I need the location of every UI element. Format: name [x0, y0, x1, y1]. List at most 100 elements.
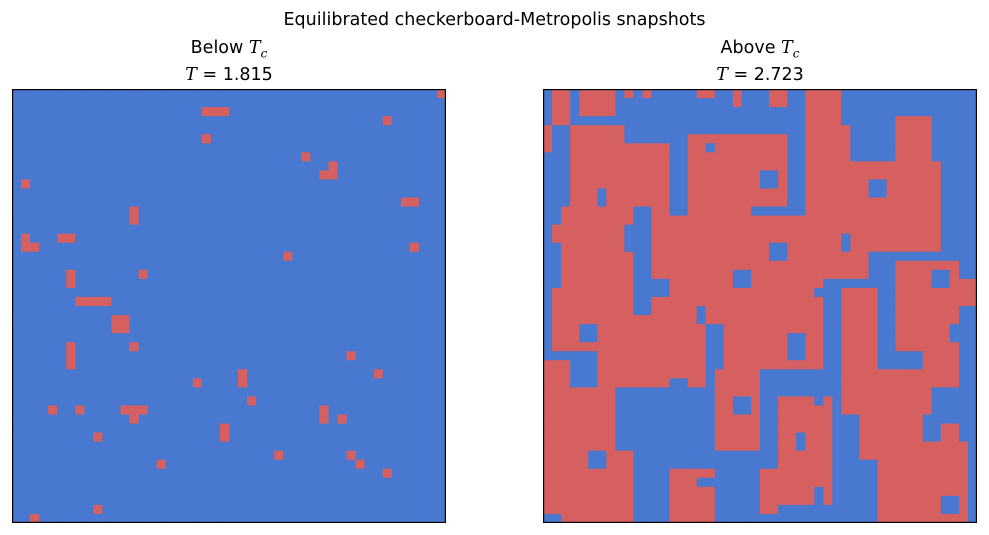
- below-tc-spin-down-cell: [373, 188, 384, 198]
- above-tc-spin-up-cell: [750, 170, 761, 180]
- above-tc-spin-down-cell: [796, 342, 806, 352]
- below-tc-spin-down-cell: [274, 215, 284, 225]
- below-tc-spin-down-cell: [346, 495, 356, 506]
- above-tc-spin-down-cell: [597, 459, 607, 470]
- above-tc-spin-up-cell: [832, 206, 842, 216]
- above-tc-spin-down-cell: [760, 179, 770, 189]
- above-tc-spin-down-cell: [931, 143, 942, 153]
- above-tc-spin-down-cell: [543, 161, 553, 171]
- above-tc-spin-up-cell: [913, 369, 924, 379]
- above-tc-spin-up-cell: [687, 278, 698, 289]
- above-tc-spin-up-cell: [561, 414, 571, 424]
- below-tc-spin-down-cell: [328, 287, 338, 298]
- below-tc-spin-up-cell: [346, 351, 356, 361]
- below-tc-spin-down-cell: [120, 369, 130, 379]
- below-tc-spin-down-cell: [210, 459, 221, 470]
- above-tc-spin-up-cell: [732, 333, 743, 343]
- below-tc-spin-down-cell: [391, 224, 402, 235]
- below-tc-spin-down-cell: [156, 224, 167, 235]
- above-tc-spin-down-cell: [967, 98, 977, 108]
- above-tc-spin-down-cell: [597, 197, 607, 207]
- below-tc-spin-down-cell: [12, 242, 22, 253]
- below-tc-spin-down-cell: [436, 432, 446, 442]
- above-tc-spin-up-cell: [561, 378, 571, 388]
- below-tc-spin-down-cell: [120, 188, 130, 198]
- below-tc-spin-down-cell: [75, 251, 85, 262]
- below-tc-spin-down-cell: [400, 143, 411, 153]
- below-tc-spin-down-cell: [201, 125, 212, 135]
- above-tc-spin-down-cell: [624, 224, 634, 235]
- above-tc-spin-up-cell: [732, 206, 743, 216]
- below-tc-spin-down-cell: [301, 441, 311, 452]
- below-tc-spin-down-cell: [337, 197, 347, 207]
- below-tc-spin-down-cell: [201, 396, 212, 406]
- below-tc-spin-down-cell: [319, 134, 329, 144]
- above-tc-spin-down-cell: [642, 278, 652, 289]
- above-tc-spin-down-cell: [741, 477, 752, 488]
- above-tc-spin-up-cell: [913, 170, 924, 180]
- below-tc-spin-down-cell: [337, 188, 347, 198]
- below-tc-spin-down-cell: [201, 369, 212, 379]
- below-tc-spin-down-cell: [201, 459, 212, 470]
- above-tc-spin-up-cell: [624, 459, 634, 470]
- above-tc-spin-up-cell: [678, 513, 689, 523]
- above-tc-spin-up-cell: [931, 315, 942, 325]
- above-tc-spin-down-cell: [732, 495, 743, 506]
- above-tc-spin-up-cell: [651, 333, 661, 343]
- above-tc-spin-down-cell: [859, 459, 869, 470]
- above-tc-spin-down-cell: [868, 179, 878, 189]
- above-tc-spin-up-cell: [606, 351, 616, 361]
- above-tc-spin-up-cell: [597, 287, 607, 298]
- below-tc-spin-down-cell: [183, 125, 194, 135]
- below-tc-spin-down-cell: [111, 296, 121, 307]
- below-tc-spin-down-cell: [400, 98, 411, 108]
- above-tc-spin-down-cell: [832, 315, 842, 325]
- above-tc-spin-up-cell: [660, 170, 670, 180]
- below-tc-spin-down-cell: [310, 315, 320, 325]
- above-tc-spin-up-cell: [579, 486, 589, 497]
- above-tc-spin-up-cell: [552, 396, 562, 406]
- above-tc-spin-up-cell: [543, 387, 553, 397]
- above-tc-spin-down-cell: [958, 107, 969, 117]
- above-tc-spin-up-cell: [687, 287, 698, 298]
- below-tc-spin-down-cell: [283, 495, 293, 506]
- above-tc-spin-up-cell: [570, 161, 580, 171]
- above-tc-spin-up-cell: [588, 387, 598, 397]
- below-tc-spin-down-cell: [120, 170, 130, 180]
- above-tc-spin-up-cell: [678, 333, 689, 343]
- above-tc-spin-up-cell: [732, 387, 743, 397]
- above-tc-spin-down-cell: [859, 89, 869, 99]
- above-tc-spin-up-cell: [570, 134, 580, 144]
- below-tc-spin-down-cell: [391, 315, 402, 325]
- below-tc-spin-down-cell: [165, 513, 176, 523]
- below-tc-spin-down-cell: [283, 468, 293, 479]
- above-tc-spin-down-cell: [841, 468, 851, 479]
- below-tc-spin-down-cell: [39, 206, 49, 216]
- below-tc-spin-down-cell: [283, 351, 293, 361]
- above-tc-spin-down-cell: [561, 170, 571, 180]
- below-tc-spin-down-cell: [120, 513, 130, 523]
- below-tc-spin-down-cell: [247, 233, 257, 244]
- below-tc-spin-down-cell: [382, 134, 393, 144]
- below-tc-spin-down-cell: [382, 477, 393, 488]
- above-tc-spin-up-cell: [660, 342, 670, 352]
- below-tc-spin-down-cell: [355, 242, 365, 253]
- above-tc-spin-down-cell: [958, 315, 969, 325]
- above-tc-spin-up-cell: [958, 486, 969, 497]
- above-tc-spin-up-cell: [705, 468, 716, 479]
- below-tc-spin-down-cell: [364, 387, 375, 397]
- below-tc-spin-down-cell: [382, 459, 393, 470]
- above-tc-spin-down-cell: [588, 324, 598, 334]
- above-tc-spin-up-cell: [660, 188, 670, 198]
- below-tc-spin-down-cell: [165, 387, 176, 397]
- above-tc-spin-down-cell: [760, 414, 770, 424]
- below-tc-spin-down-cell: [364, 233, 375, 244]
- below-tc-spin-down-cell: [292, 269, 302, 280]
- above-tc-spin-up-cell: [678, 351, 689, 361]
- below-tc-spin-down-cell: [256, 197, 266, 207]
- above-tc-spin-down-cell: [705, 432, 716, 442]
- below-tc-spin-down-cell: [219, 342, 230, 352]
- above-tc-spin-up-cell: [552, 495, 562, 506]
- below-tc-spin-down-cell: [229, 224, 239, 235]
- below-tc-spin-down-cell: [364, 495, 375, 506]
